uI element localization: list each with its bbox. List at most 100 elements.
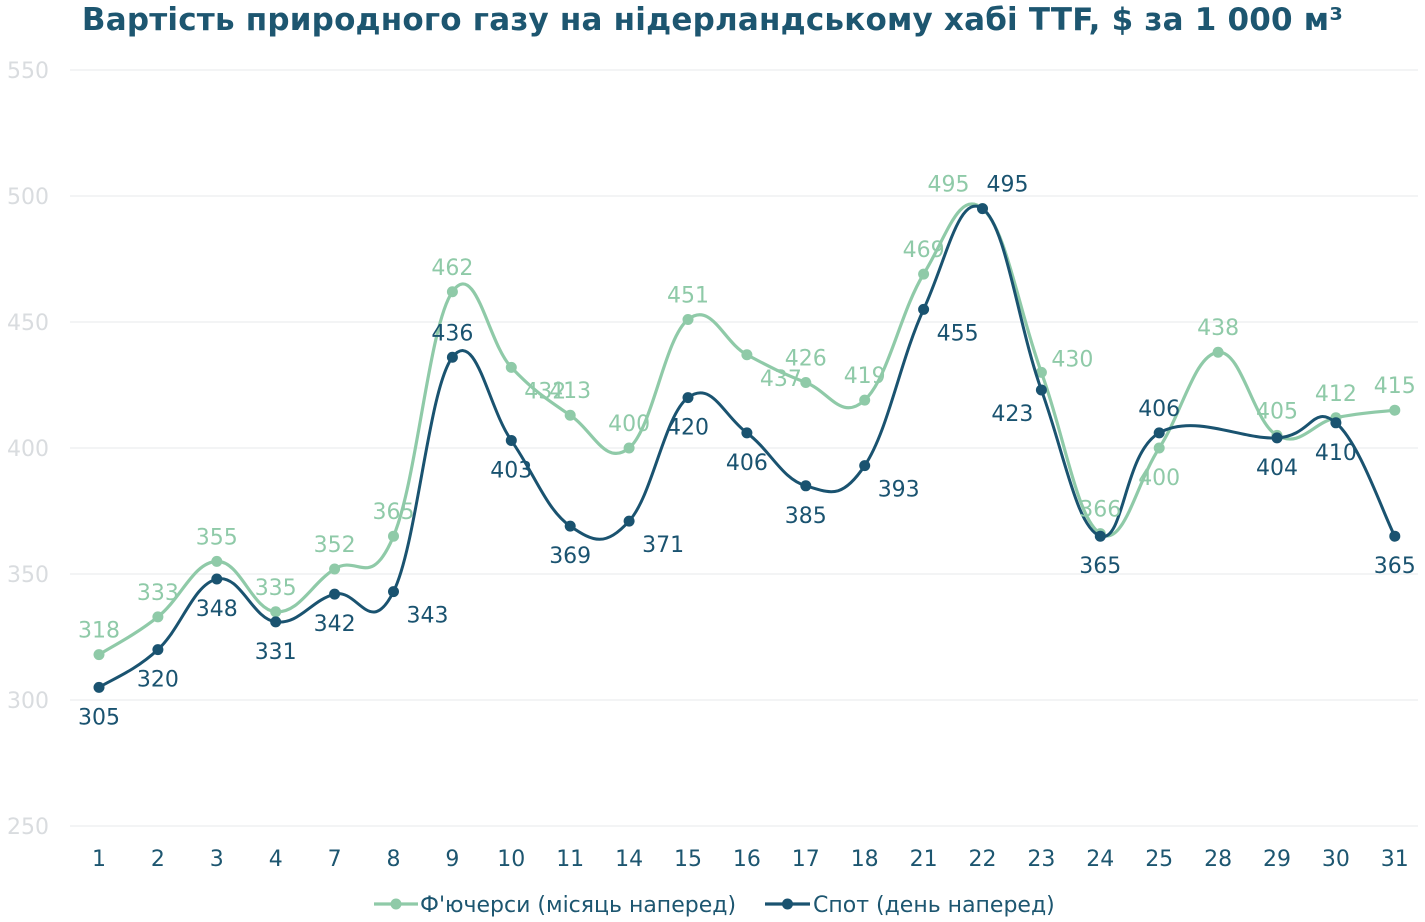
data-label: 403 bbox=[490, 458, 532, 483]
data-label: 455 bbox=[937, 321, 979, 346]
data-point bbox=[1035, 384, 1047, 396]
x-tick-label: 18 bbox=[851, 847, 879, 872]
data-point bbox=[1389, 404, 1401, 416]
x-tick-label: 14 bbox=[615, 847, 643, 872]
x-tick-label: 23 bbox=[1027, 847, 1055, 872]
x-tick-label: 28 bbox=[1204, 847, 1232, 872]
data-point bbox=[505, 361, 517, 373]
data-label: 451 bbox=[667, 283, 709, 308]
data-point bbox=[859, 460, 871, 472]
x-tick-label: 7 bbox=[328, 847, 342, 872]
data-label: 342 bbox=[314, 612, 356, 637]
data-point bbox=[682, 313, 694, 325]
data-label: 423 bbox=[991, 402, 1033, 427]
y-tick-label: 350 bbox=[7, 563, 49, 588]
legend-entry-label: Ф'ючерси (місяць наперед) bbox=[420, 893, 736, 918]
data-point bbox=[1271, 432, 1283, 444]
data-point bbox=[1389, 530, 1401, 542]
data-label: 365 bbox=[373, 500, 415, 525]
x-tick-label: 22 bbox=[969, 847, 997, 872]
data-point bbox=[741, 427, 753, 439]
y-axis-ticks: 250 300 350 400 450 500 550 bbox=[7, 59, 49, 840]
data-point bbox=[270, 616, 282, 628]
data-label: 413 bbox=[549, 379, 591, 404]
data-point bbox=[800, 376, 812, 388]
data-label: 469 bbox=[903, 238, 945, 263]
y-tick-label: 300 bbox=[7, 689, 49, 714]
data-point bbox=[564, 520, 576, 532]
data-label: 437 bbox=[760, 367, 802, 392]
data-label: 335 bbox=[255, 576, 297, 601]
x-tick-label: 2 bbox=[151, 847, 165, 872]
data-label: 410 bbox=[1315, 441, 1357, 466]
data-point bbox=[152, 611, 164, 623]
data-point bbox=[505, 434, 517, 446]
series-line-1 bbox=[97, 204, 1397, 689]
data-point bbox=[623, 515, 635, 527]
data-label: 432 bbox=[524, 379, 566, 404]
data-point bbox=[329, 588, 341, 600]
legend-swatch-marker bbox=[782, 898, 793, 910]
data-label: 400 bbox=[608, 412, 650, 437]
y-tick-label: 550 bbox=[7, 59, 49, 84]
legend: Ф'ючерси (місяць наперед) Спот (день напе… bbox=[374, 893, 1055, 918]
data-point bbox=[1035, 366, 1047, 378]
series-lines bbox=[93, 202, 1401, 693]
data-label: 348 bbox=[196, 597, 238, 622]
x-tick-label: 16 bbox=[733, 847, 761, 872]
y-tick-label: 450 bbox=[7, 311, 49, 336]
data-point bbox=[800, 480, 812, 492]
data-label: 415 bbox=[1374, 374, 1416, 399]
data-label: 426 bbox=[785, 346, 827, 371]
x-tick-label: 3 bbox=[210, 847, 224, 872]
data-point bbox=[152, 644, 164, 656]
data-point bbox=[623, 442, 635, 454]
data-point bbox=[1153, 442, 1165, 454]
data-label: 385 bbox=[785, 504, 827, 529]
data-label: 405 bbox=[1256, 399, 1298, 424]
data-point bbox=[1330, 417, 1342, 429]
x-tick-label: 4 bbox=[269, 847, 283, 872]
data-point bbox=[1153, 427, 1165, 439]
data-label: 333 bbox=[137, 581, 179, 606]
x-tick-label: 11 bbox=[556, 847, 584, 872]
data-label: 412 bbox=[1315, 382, 1357, 407]
x-tick-label: 8 bbox=[387, 847, 401, 872]
data-label: 495 bbox=[928, 173, 970, 198]
data-point bbox=[388, 586, 399, 598]
data-label: 400 bbox=[1138, 466, 1180, 491]
data-label: 369 bbox=[549, 544, 591, 569]
data-point bbox=[682, 392, 694, 404]
data-point bbox=[446, 286, 458, 298]
data-label: 365 bbox=[1374, 554, 1416, 579]
x-tick-label: 17 bbox=[792, 847, 820, 872]
x-tick-label: 1 bbox=[92, 847, 106, 872]
data-label: 366 bbox=[1079, 498, 1121, 523]
x-tick-label: 25 bbox=[1145, 847, 1173, 872]
data-label: 404 bbox=[1256, 456, 1298, 481]
data-label: 355 bbox=[196, 525, 238, 550]
data-point bbox=[918, 303, 930, 315]
data-label: 320 bbox=[137, 668, 179, 693]
chart-title: Вартість природного газу на нідерландськ… bbox=[81, 2, 1344, 38]
data-label: 352 bbox=[314, 533, 356, 558]
data-label: 430 bbox=[1051, 347, 1093, 372]
x-tick-label: 9 bbox=[445, 847, 459, 872]
data-point bbox=[93, 681, 105, 693]
x-tick-label: 15 bbox=[674, 847, 702, 872]
data-label: 318 bbox=[78, 619, 120, 644]
data-label: 406 bbox=[1138, 397, 1180, 422]
data-label: 331 bbox=[255, 640, 297, 665]
x-tick-label: 31 bbox=[1381, 847, 1409, 872]
y-tick-label: 250 bbox=[7, 815, 49, 840]
legend-entry-label: Спот (день наперед) bbox=[813, 893, 1055, 918]
data-point bbox=[977, 203, 988, 215]
data-label: 495 bbox=[987, 173, 1029, 198]
data-point bbox=[329, 563, 341, 575]
data-point bbox=[93, 649, 105, 661]
data-label: 365 bbox=[1079, 554, 1121, 579]
data-label: 462 bbox=[431, 256, 473, 281]
